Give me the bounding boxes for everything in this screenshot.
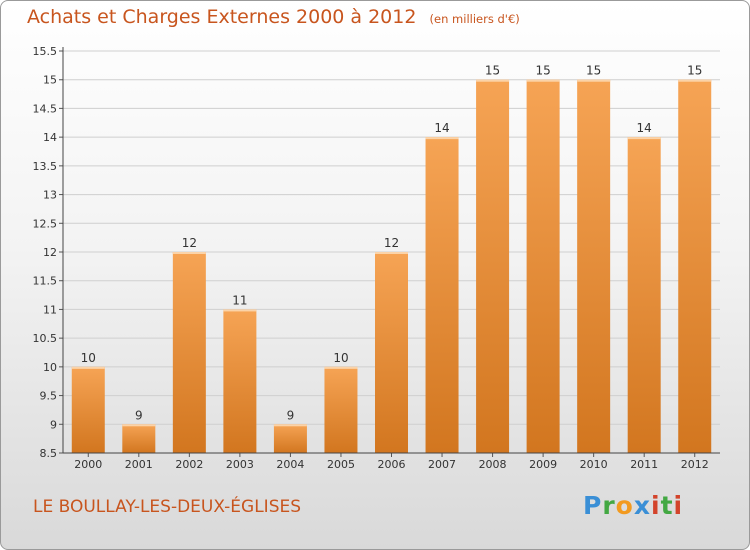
bar-highlight <box>223 309 257 312</box>
y-tick-label: 14 <box>43 131 57 144</box>
y-tick-label: 15 <box>43 74 57 87</box>
bars: 10 9 12 11 9 10 12 14 15 15 15 14 15 <box>71 64 712 453</box>
bar <box>425 137 459 453</box>
x-tick-label: 2003 <box>226 458 254 471</box>
chart-title: Achats et Charges Externes 2000 à 2012 (… <box>27 6 520 28</box>
y-tick-label: 10 <box>43 361 57 374</box>
bar <box>324 366 358 453</box>
bar-highlight <box>577 79 611 82</box>
bar <box>526 79 560 453</box>
x-tick-label: 2002 <box>175 458 203 471</box>
bar-value-label: 15 <box>485 64 500 78</box>
bar-value-label: 9 <box>135 408 143 422</box>
bar-value-label: 14 <box>637 121 652 135</box>
bar-value-label: 11 <box>232 293 247 307</box>
bar-highlight <box>476 79 510 82</box>
axes: 8.599.51010.51111.51212.51313.51414.5151… <box>33 45 720 471</box>
bar-value-label: 10 <box>333 351 348 365</box>
x-tick-label: 2001 <box>125 458 153 471</box>
y-tick-label: 9 <box>50 418 57 431</box>
bar-highlight <box>273 424 307 427</box>
bar-value-label: 15 <box>687 64 702 78</box>
y-tick-label: 14.5 <box>33 102 58 115</box>
bar-value-label: 10 <box>81 351 96 365</box>
bar-highlight <box>627 137 661 140</box>
bar-value-label: 9 <box>287 408 295 422</box>
bar-highlight <box>172 252 206 254</box>
logo-letter: i <box>673 491 684 520</box>
proxiti-logo: Proxiti <box>583 491 683 520</box>
bar-value-label: 12 <box>384 236 399 250</box>
x-tick-label: 2005 <box>327 458 355 471</box>
x-tick-label: 2009 <box>529 458 557 471</box>
logo-letter: i <box>651 491 661 520</box>
logo-letter: t <box>660 491 674 520</box>
bar <box>375 252 408 453</box>
bar-highlight <box>71 366 105 369</box>
bar <box>627 137 661 453</box>
bar <box>122 424 156 453</box>
logo-letter: x <box>633 491 651 520</box>
x-tick-label: 2008 <box>479 458 507 471</box>
bar <box>273 424 307 453</box>
commune-name: LE BOULLAY-LES-DEUX-ÉGLISES <box>33 497 302 517</box>
x-tick-label: 2000 <box>74 458 102 471</box>
bar-highlight <box>425 137 459 140</box>
bar <box>678 79 712 453</box>
bar <box>476 79 510 453</box>
y-tick-label: 10.5 <box>33 332 58 345</box>
chart-title-text: Achats et Charges Externes 2000 à 2012 <box>27 6 417 28</box>
y-tick-label: 9.5 <box>40 390 58 403</box>
x-tick-label: 2012 <box>681 458 709 471</box>
y-tick-label: 11 <box>43 303 57 316</box>
bar-value-label: 15 <box>535 64 550 78</box>
bar <box>71 366 105 453</box>
y-tick-label: 8.5 <box>40 447 58 460</box>
bar-highlight <box>678 79 712 82</box>
x-tick-label: 2010 <box>580 458 608 471</box>
y-tick-label: 11.5 <box>33 275 58 288</box>
logo-letter: P <box>583 491 603 520</box>
bar-value-label: 12 <box>182 236 197 250</box>
y-tick-label: 15.5 <box>33 45 58 58</box>
x-tick-label: 2006 <box>378 458 406 471</box>
bar-highlight <box>375 252 408 254</box>
x-tick-label: 2004 <box>276 458 304 471</box>
bar <box>172 252 206 453</box>
logo-letter: r <box>602 491 616 520</box>
y-tick-label: 12 <box>43 246 57 259</box>
y-tick-label: 12.5 <box>33 217 58 230</box>
x-tick-label: 2011 <box>630 458 658 471</box>
bar-highlight <box>526 79 560 82</box>
bar-value-label: 15 <box>586 64 601 78</box>
chart-unit-label: (en milliers d'€) <box>429 12 520 26</box>
x-tick-label: 2007 <box>428 458 456 471</box>
bar-highlight <box>324 366 358 369</box>
grid <box>63 50 720 454</box>
bar-highlight <box>122 424 156 427</box>
bar <box>577 79 611 453</box>
bar-value-label: 14 <box>434 121 449 135</box>
y-tick-label: 13.5 <box>33 160 58 173</box>
bar <box>223 309 257 453</box>
y-tick-label: 13 <box>43 189 57 202</box>
logo-letter: o <box>615 491 634 520</box>
